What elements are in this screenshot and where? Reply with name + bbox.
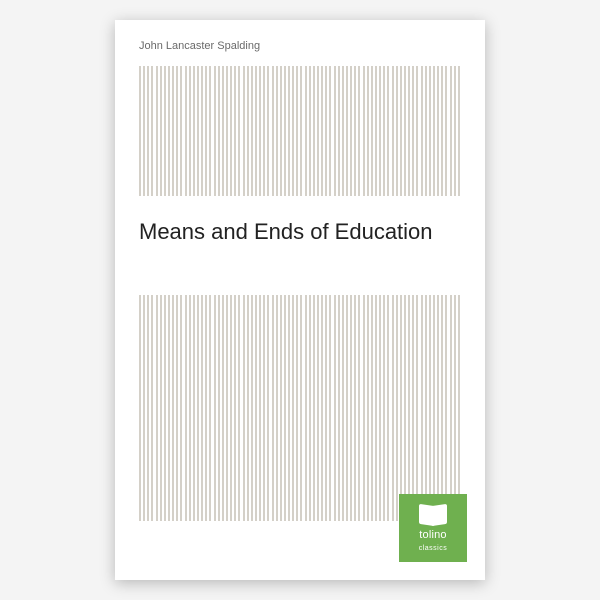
stripe-pattern-top xyxy=(139,66,461,196)
publisher-brand: tolino xyxy=(419,529,447,541)
book-title: Means and Ends of Education xyxy=(139,218,461,246)
publisher-logo: tolino classics xyxy=(399,494,467,562)
title-block: Means and Ends of Education xyxy=(139,210,461,260)
book-cover: John Lancaster Spalding Means and Ends o… xyxy=(115,20,485,580)
author-name: John Lancaster Spalding xyxy=(139,40,260,52)
publisher-line: classics xyxy=(419,545,448,552)
stripe-pattern-bottom xyxy=(139,295,461,521)
book-icon xyxy=(419,505,447,525)
